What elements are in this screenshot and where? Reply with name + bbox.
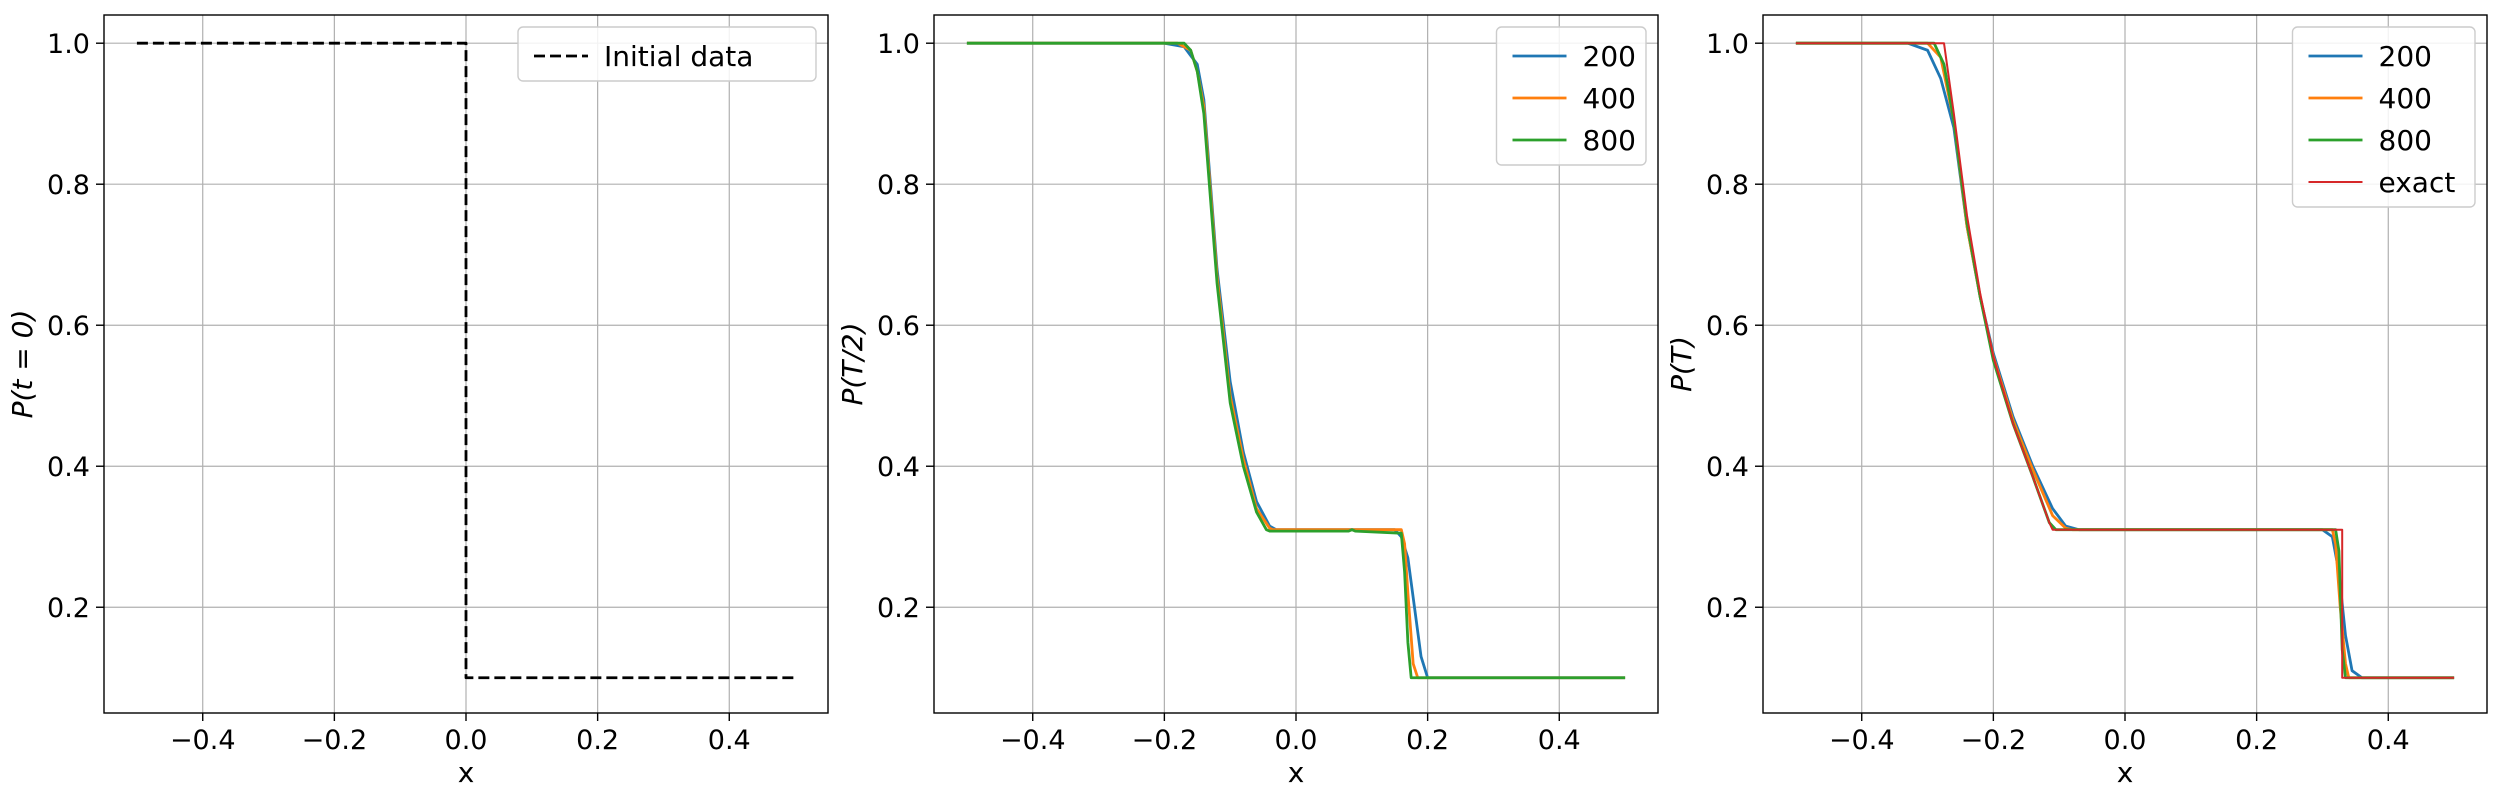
legend-label: 800 <box>1583 124 1636 157</box>
y-tick-label: 0.4 <box>1706 452 1749 483</box>
legend-box <box>1495 26 1647 166</box>
x-tick-label: 0.4 <box>708 725 751 756</box>
x-tick-label: 0.2 <box>576 725 619 756</box>
y-tick-label: 0.4 <box>47 452 90 483</box>
y-tick-label: 0.2 <box>1706 593 1749 624</box>
x-tick-label: 0.2 <box>2235 725 2278 756</box>
y-tick-label: 0.8 <box>877 170 920 201</box>
legend-label: 200 <box>1583 40 1636 73</box>
y-tick-label: 0.6 <box>877 311 920 342</box>
y-tick-label: 0.6 <box>47 311 90 342</box>
y-axis-label: P(T) <box>1665 336 1698 392</box>
x-tick-label: 0.0 <box>445 725 488 756</box>
series-line-exact <box>1795 42 2455 679</box>
chart-2: −0.4 −0.2 0.0 0.2 0.4 0.2 0.4 0.6 0.8 1.0 x P(T/2) 2… <box>836 14 1659 789</box>
x-tick-label: 0.4 <box>1538 725 1581 756</box>
legend: Initial data <box>517 26 817 82</box>
legend-box <box>517 26 817 82</box>
x-tick-label: −0.4 <box>1000 725 1066 756</box>
legend: 200 400 800 exact <box>2291 26 2476 208</box>
x-axis-label: x <box>458 756 475 789</box>
y-axis-label: P(t = 0) <box>6 310 39 419</box>
y-axis-label: P(T/2) <box>836 322 869 405</box>
y-tick-label: 0.6 <box>1706 311 1749 342</box>
legend-label: exact <box>2379 166 2456 199</box>
x-tick-label: −0.2 <box>302 725 368 756</box>
series-line-initial-data <box>136 41 796 680</box>
y-tick-label: 1.0 <box>1706 29 1749 60</box>
x-tick-label: 0.2 <box>1406 725 1449 756</box>
y-tick-label: 0.4 <box>877 452 920 483</box>
x-tick-label: 0.4 <box>2367 725 2410 756</box>
x-axis-label: x <box>2117 756 2134 789</box>
legend-label: 400 <box>1583 82 1636 115</box>
x-axis-label: x <box>1288 756 1305 789</box>
y-tick-label: 0.2 <box>877 593 920 624</box>
series-line-800 <box>966 41 1626 680</box>
y-tick-label: 1.0 <box>47 29 90 60</box>
legend-label: 800 <box>2379 124 2432 157</box>
x-tick-label: 0.0 <box>1275 725 1318 756</box>
y-tick-label: 0.8 <box>1706 170 1749 201</box>
chart-3: −0.4 −0.2 0.0 0.2 0.4 0.2 0.4 0.6 0.8 1.0 x P(T) 200… <box>1665 14 2488 789</box>
chart-1: −0.4 −0.2 0.0 0.2 0.4 0.2 0.4 0.6 0.8 1.0 x P(t = 0… <box>6 14 829 789</box>
legend-box <box>2291 26 2476 208</box>
y-tick-label: 0.8 <box>47 170 90 201</box>
x-tick-label: −0.2 <box>1132 725 1198 756</box>
legend-label: Initial data <box>604 40 753 73</box>
y-tick-label: 1.0 <box>877 29 920 60</box>
x-tick-label: −0.4 <box>1829 725 1895 756</box>
x-tick-label: −0.4 <box>170 725 236 756</box>
legend-label: 400 <box>2379 82 2432 115</box>
legend-label: 200 <box>2379 40 2432 73</box>
legend: 200 400 800 <box>1495 26 1647 166</box>
x-tick-label: 0.0 <box>2104 725 2147 756</box>
y-tick-label: 0.2 <box>47 593 90 624</box>
x-tick-label: −0.2 <box>1961 725 2027 756</box>
